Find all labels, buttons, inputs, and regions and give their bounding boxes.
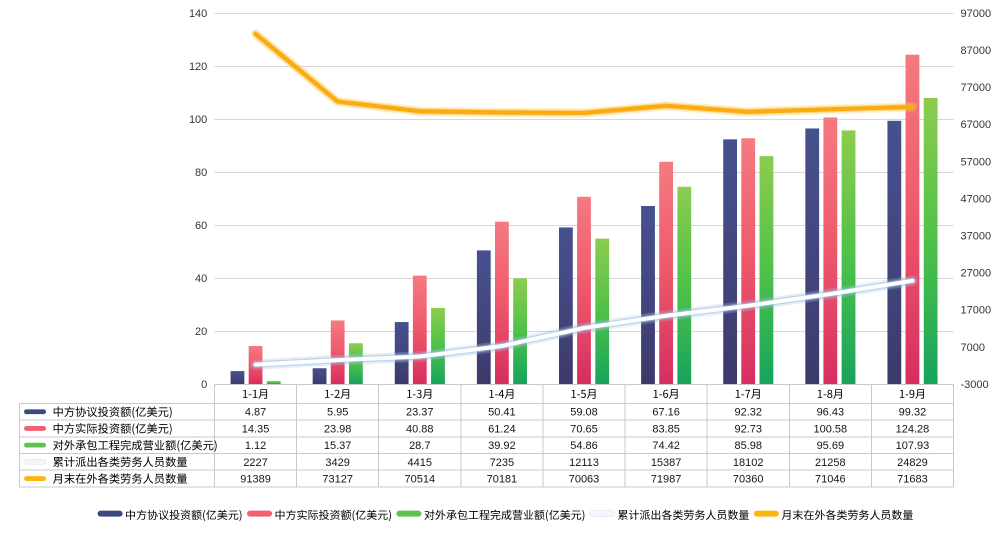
svg-text:1.12: 1.12 <box>245 440 266 452</box>
svg-text:27000: 27000 <box>961 268 992 280</box>
svg-text:7000: 7000 <box>961 342 985 354</box>
svg-text:95.69: 95.69 <box>817 440 845 452</box>
svg-text:39.92: 39.92 <box>488 440 516 452</box>
svg-text:18102: 18102 <box>733 457 764 469</box>
svg-text:70063: 70063 <box>569 474 600 486</box>
svg-text:12113: 12113 <box>569 457 599 469</box>
svg-text:54.86: 54.86 <box>570 440 598 452</box>
svg-text:37000: 37000 <box>961 231 992 243</box>
svg-text:71046: 71046 <box>815 474 846 486</box>
svg-text:61.24: 61.24 <box>488 423 516 435</box>
svg-text:70181: 70181 <box>487 474 518 486</box>
svg-text:50.41: 50.41 <box>488 407 516 419</box>
svg-text:97000: 97000 <box>961 8 992 20</box>
svg-text:70514: 70514 <box>404 474 435 486</box>
svg-text:67.16: 67.16 <box>652 407 680 419</box>
svg-text:17000: 17000 <box>961 305 992 317</box>
svg-text:99.32: 99.32 <box>899 407 927 419</box>
svg-text:15.37: 15.37 <box>324 440 352 452</box>
svg-text:120: 120 <box>189 61 207 73</box>
svg-text:124.28: 124.28 <box>896 423 930 435</box>
svg-text:71987: 71987 <box>651 474 682 486</box>
svg-text:23.98: 23.98 <box>324 423 352 435</box>
svg-text:21258: 21258 <box>815 457 846 469</box>
svg-text:92.32: 92.32 <box>734 407 762 419</box>
svg-text:73127: 73127 <box>322 474 353 486</box>
svg-text:59.08: 59.08 <box>570 407 598 419</box>
svg-text:7235: 7235 <box>490 457 514 469</box>
svg-text:80: 80 <box>195 167 207 179</box>
svg-text:71683: 71683 <box>897 474 928 486</box>
svg-text:140: 140 <box>189 8 207 20</box>
svg-text:91389: 91389 <box>240 474 271 486</box>
svg-text:20: 20 <box>195 326 207 338</box>
svg-text:83.85: 83.85 <box>652 423 680 435</box>
svg-text:70.65: 70.65 <box>570 423 598 435</box>
svg-text:85.98: 85.98 <box>734 440 762 452</box>
svg-text:67000: 67000 <box>961 119 992 131</box>
svg-text:74.42: 74.42 <box>652 440 680 452</box>
svg-text:0: 0 <box>201 379 207 391</box>
svg-text:107.93: 107.93 <box>896 440 930 452</box>
svg-text:40.88: 40.88 <box>406 423 434 435</box>
svg-text:96.43: 96.43 <box>817 407 845 419</box>
svg-text:4415: 4415 <box>408 457 432 469</box>
svg-text:92.73: 92.73 <box>734 423 762 435</box>
svg-text:70360: 70360 <box>733 474 764 486</box>
svg-text:2227: 2227 <box>243 457 267 469</box>
svg-text:5.95: 5.95 <box>327 407 348 419</box>
svg-text:-3000: -3000 <box>961 379 989 391</box>
svg-text:100: 100 <box>189 114 207 126</box>
svg-text:57000: 57000 <box>961 156 992 168</box>
svg-text:4.87: 4.87 <box>245 407 266 419</box>
svg-text:23.37: 23.37 <box>406 407 434 419</box>
svg-text:87000: 87000 <box>961 45 992 57</box>
svg-text:24829: 24829 <box>897 457 928 469</box>
svg-text:77000: 77000 <box>961 82 992 94</box>
svg-text:14.35: 14.35 <box>242 423 270 435</box>
svg-text:3429: 3429 <box>325 457 349 469</box>
svg-text:28.7: 28.7 <box>409 440 430 452</box>
svg-text:40: 40 <box>195 273 207 285</box>
svg-text:15387: 15387 <box>651 457 682 469</box>
svg-text:47000: 47000 <box>961 193 992 205</box>
svg-text:100.58: 100.58 <box>814 423 848 435</box>
svg-text:60: 60 <box>195 220 207 232</box>
